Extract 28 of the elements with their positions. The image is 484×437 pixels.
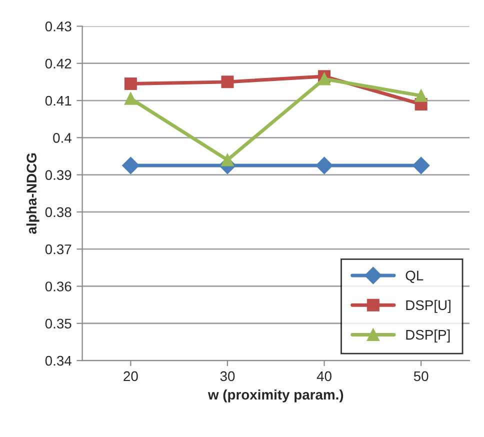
legend-label: DSP[U] xyxy=(406,300,450,313)
y-tick-label: 0.38 xyxy=(45,207,72,218)
y-tick-label: 0.4 xyxy=(53,132,72,143)
point xyxy=(124,78,137,90)
point xyxy=(221,154,234,166)
x-axis-title: w (proximity param.) xyxy=(208,389,344,402)
y-tick-label: 0.37 xyxy=(45,244,72,254)
y-tick-label: 0.36 xyxy=(45,282,72,292)
legend-label: DSP[P] xyxy=(406,330,450,342)
x-tick-label: 30 xyxy=(220,371,235,382)
point xyxy=(412,156,430,174)
x-tick-label: 20 xyxy=(124,371,138,382)
legend-label: QL xyxy=(406,270,424,283)
y-axis-title: alpha-NDCG xyxy=(26,153,40,234)
y-tick-label: 0.35 xyxy=(45,318,72,329)
point xyxy=(316,156,333,174)
y-tick-label: 0.43 xyxy=(45,22,72,32)
y-tick-label: 0.42 xyxy=(45,58,72,69)
y-tick-label: 0.34 xyxy=(45,356,72,366)
y-tick-label: 0.41 xyxy=(45,96,72,106)
point xyxy=(221,76,234,88)
point xyxy=(414,89,428,102)
point xyxy=(124,92,137,105)
x-tick-label: 40 xyxy=(316,371,332,382)
x-tick-label: 50 xyxy=(414,371,428,382)
y-tick-label: 0.39 xyxy=(45,170,72,180)
point xyxy=(122,156,140,174)
point xyxy=(318,72,331,86)
